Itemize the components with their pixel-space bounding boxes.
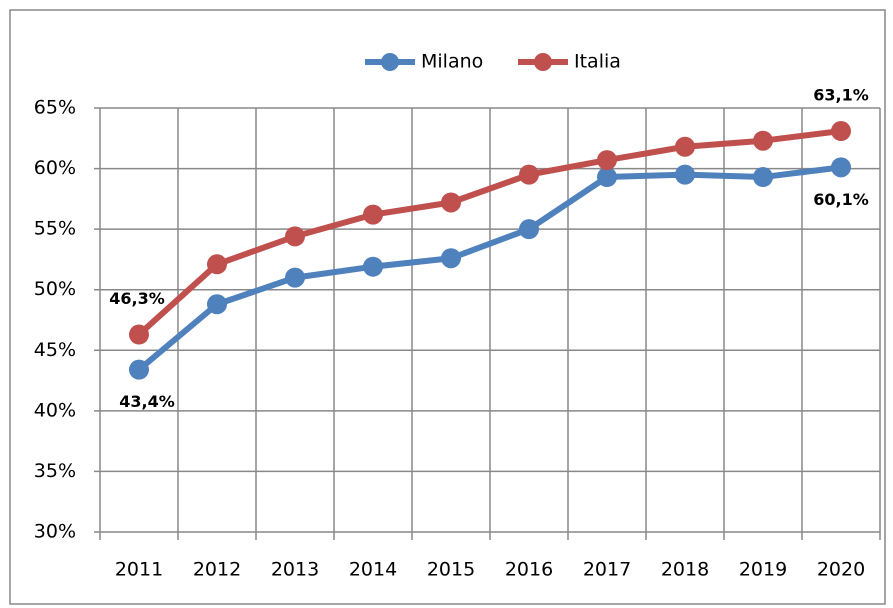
value-label: 46,3% (109, 289, 165, 308)
series-line (136, 128, 842, 337)
x-tick-label: 2014 (349, 559, 397, 581)
marker (285, 226, 305, 247)
marker (129, 359, 149, 380)
x-tick-label: 2020 (817, 559, 865, 581)
x-tick-label: 2013 (271, 559, 319, 581)
x-tick-label: 2019 (739, 559, 787, 581)
marker (675, 136, 695, 157)
x-tick-label: 2011 (115, 559, 163, 581)
x-tick-label: 2015 (427, 559, 475, 581)
value-label: 60,1% (813, 190, 869, 209)
y-tick-label: 35% (34, 460, 76, 482)
y-tick-label: 60% (34, 157, 76, 179)
marker (519, 164, 539, 185)
value-label: 43,4% (119, 392, 175, 411)
chart-frame (9, 9, 886, 605)
x-tick-label: 2018 (661, 559, 709, 581)
marker (129, 324, 149, 345)
legend-label: Milano (421, 51, 483, 73)
x-tick-label: 2012 (193, 559, 241, 581)
legend-swatch-marker (381, 53, 399, 71)
y-tick-label: 40% (34, 399, 76, 421)
marker (831, 121, 851, 142)
marker (675, 164, 695, 185)
y-tick-label: 30% (34, 521, 76, 543)
marker (753, 130, 773, 151)
y-tick-label: 65% (34, 97, 76, 119)
series-line (137, 164, 842, 372)
y-tick-label: 55% (34, 218, 76, 240)
y-tick-label: 50% (34, 278, 76, 300)
marker (597, 167, 617, 188)
marker (285, 267, 305, 288)
marker (831, 157, 851, 178)
marker (753, 167, 773, 188)
marker (207, 254, 227, 275)
marker (363, 256, 383, 277)
marker (441, 192, 461, 213)
marker (519, 219, 539, 240)
marker (363, 204, 383, 225)
marker (597, 150, 617, 171)
legend-swatch-marker (534, 53, 552, 71)
marker (207, 294, 227, 315)
x-tick-label: 2016 (505, 559, 553, 581)
y-tick-label: 45% (34, 339, 76, 361)
x-tick-label: 2017 (583, 559, 631, 581)
marker (441, 248, 461, 269)
legend-label: Italia (574, 51, 621, 73)
value-label: 63,1% (813, 86, 869, 105)
